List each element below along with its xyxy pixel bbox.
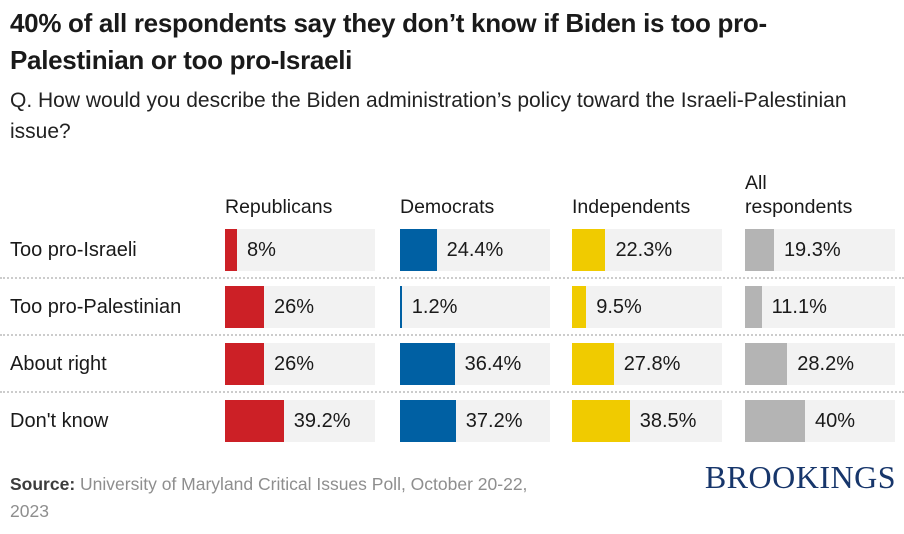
- bar-track: 1.2%: [400, 286, 550, 328]
- chart-title: 40% of all respondents say they don’t kn…: [10, 8, 767, 75]
- chart-subtitle-question: Q. How would you describe the Biden admi…: [10, 89, 847, 143]
- bar-track: 26%: [225, 343, 375, 385]
- row-label-about-right: About right: [10, 353, 107, 375]
- bar-value-label: 1.2%: [411, 295, 458, 318]
- bar-value-label: 24.4%: [446, 238, 504, 261]
- bar-value-label: 9.5%: [596, 295, 642, 318]
- bar-republicans: [225, 286, 264, 328]
- brookings-logo: BROOKINGS: [704, 459, 896, 495]
- bar-independents: [572, 400, 630, 442]
- bar-all-respondents: [745, 286, 762, 328]
- bar-track: 38.5%: [572, 400, 722, 442]
- bar-track: 11.1%: [745, 286, 895, 328]
- bar-value-label: 19.3%: [783, 238, 841, 261]
- bar-value-label: 40%: [815, 409, 856, 432]
- source-label: Source:: [10, 474, 76, 494]
- table-row: About right 26% 36.4% 27.8% 28.2%: [0, 343, 904, 385]
- bar-value-label: 39.2%: [293, 409, 351, 432]
- bar-all-respondents: [745, 343, 788, 385]
- row-label-too-pro-palestinian: Too pro-Palestinian: [10, 296, 182, 318]
- bar-track: 19.3%: [745, 229, 895, 271]
- bar-track: 39.2%: [225, 400, 375, 442]
- bar-track: 40%: [745, 400, 895, 442]
- bar-track: 22.3%: [572, 229, 722, 271]
- bar-track: 24.4%: [400, 229, 550, 271]
- bar-track: 26%: [225, 286, 375, 328]
- bar-independents: [572, 229, 606, 271]
- bar-democrats: [400, 229, 437, 271]
- bar-value-label: 26%: [274, 352, 315, 375]
- bar-value-label: 22.3%: [615, 238, 673, 261]
- bar-value-label: 37.2%: [465, 409, 523, 432]
- row-separator: [0, 277, 904, 279]
- bar-all-respondents: [745, 400, 805, 442]
- bar-track: 8%: [225, 229, 375, 271]
- bar-value-label: 28.2%: [797, 352, 855, 375]
- bar-track: 9.5%: [572, 286, 722, 328]
- bar-value-label: 11.1%: [771, 295, 827, 318]
- bar-republicans: [225, 229, 237, 271]
- bar-democrats: [400, 343, 455, 385]
- bar-value-label: 8%: [247, 238, 276, 261]
- bar-value-label: 26%: [274, 295, 315, 318]
- bar-all-respondents: [745, 229, 774, 271]
- bar-independents: [572, 343, 614, 385]
- row-separator: [0, 391, 904, 393]
- column-header-democrats: Democrats: [400, 196, 495, 218]
- table-row: Don't know 39.2% 37.2% 38.5% 40%: [0, 400, 904, 442]
- bar-track: 36.4%: [400, 343, 550, 385]
- bar-value-label: 38.5%: [639, 409, 697, 432]
- column-header-independents: Independents: [572, 196, 691, 218]
- bar-republicans: [225, 400, 284, 442]
- table-row: Too pro-Palestinian 26% 1.2% 9.5% 11.1%: [0, 286, 904, 328]
- bar-track: 28.2%: [745, 343, 895, 385]
- row-separator: [0, 334, 904, 336]
- table-row: Too pro-Israeli 8% 24.4% 22.3% 19.3%: [0, 229, 904, 271]
- bar-value-label: 36.4%: [464, 352, 522, 375]
- bar-democrats: [400, 286, 402, 328]
- source-note: Source: University of Maryland Critical …: [10, 471, 670, 525]
- bar-democrats: [400, 400, 456, 442]
- bar-track: 37.2%: [400, 400, 550, 442]
- bar-independents: [572, 286, 587, 328]
- column-header-republicans: Republicans: [225, 196, 333, 218]
- row-label-dont-know: Don't know: [10, 410, 109, 432]
- source-text-line2: 2023: [10, 501, 49, 521]
- bar-value-label: 27.8%: [623, 352, 681, 375]
- column-header-all-respondents: All respondents: [745, 172, 853, 218]
- bar-republicans: [225, 343, 264, 385]
- bar-track: 27.8%: [572, 343, 722, 385]
- row-label-too-pro-israeli: Too pro-Israeli: [10, 239, 137, 261]
- source-text-line1: University of Maryland Critical Issues P…: [80, 474, 528, 494]
